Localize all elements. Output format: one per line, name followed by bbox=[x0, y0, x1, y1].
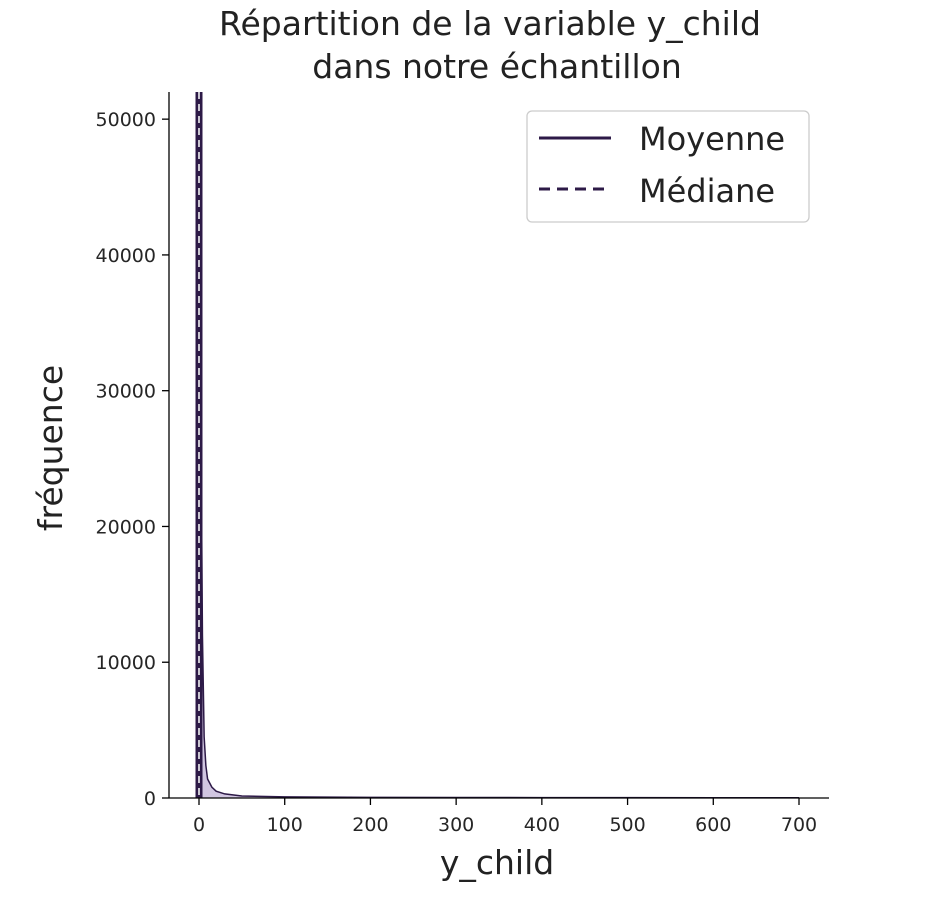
x-tick-label: 100 bbox=[267, 814, 303, 836]
x-tick-label: 0 bbox=[193, 814, 205, 836]
x-tick-label: 700 bbox=[781, 814, 817, 836]
chart-title-line-2: dans notre échantillon bbox=[312, 47, 682, 86]
x-axis-title: y_child bbox=[440, 843, 554, 882]
y-axis-ticks: 0 10000 20000 30000 40000 50000 bbox=[96, 109, 169, 810]
y-tick-label: 20000 bbox=[96, 516, 156, 538]
y-tick-label: 40000 bbox=[96, 245, 156, 267]
x-tick-label: 200 bbox=[352, 814, 388, 836]
legend-label-moyenne: Moyenne bbox=[639, 120, 785, 158]
legend: Moyenne Médiane bbox=[526, 110, 810, 223]
x-tick-label: 400 bbox=[524, 814, 560, 836]
x-tick-label: 500 bbox=[609, 814, 645, 836]
y-tick-label: 0 bbox=[144, 788, 156, 810]
chart-title: Répartition de la variable y_child dans … bbox=[219, 4, 761, 86]
y-axis-title: fréquence bbox=[31, 365, 70, 531]
chart-title-line-1: Répartition de la variable y_child bbox=[219, 4, 761, 43]
x-tick-label: 300 bbox=[438, 814, 474, 836]
x-tick-label: 600 bbox=[695, 814, 731, 836]
y-tick-label: 10000 bbox=[96, 652, 156, 674]
y-tick-label: 30000 bbox=[96, 381, 156, 403]
y-tick-label: 50000 bbox=[96, 109, 156, 131]
legend-label-mediane: Médiane bbox=[639, 172, 775, 210]
x-axis-ticks: 0 100 200 300 400 500 600 700 bbox=[193, 798, 817, 836]
